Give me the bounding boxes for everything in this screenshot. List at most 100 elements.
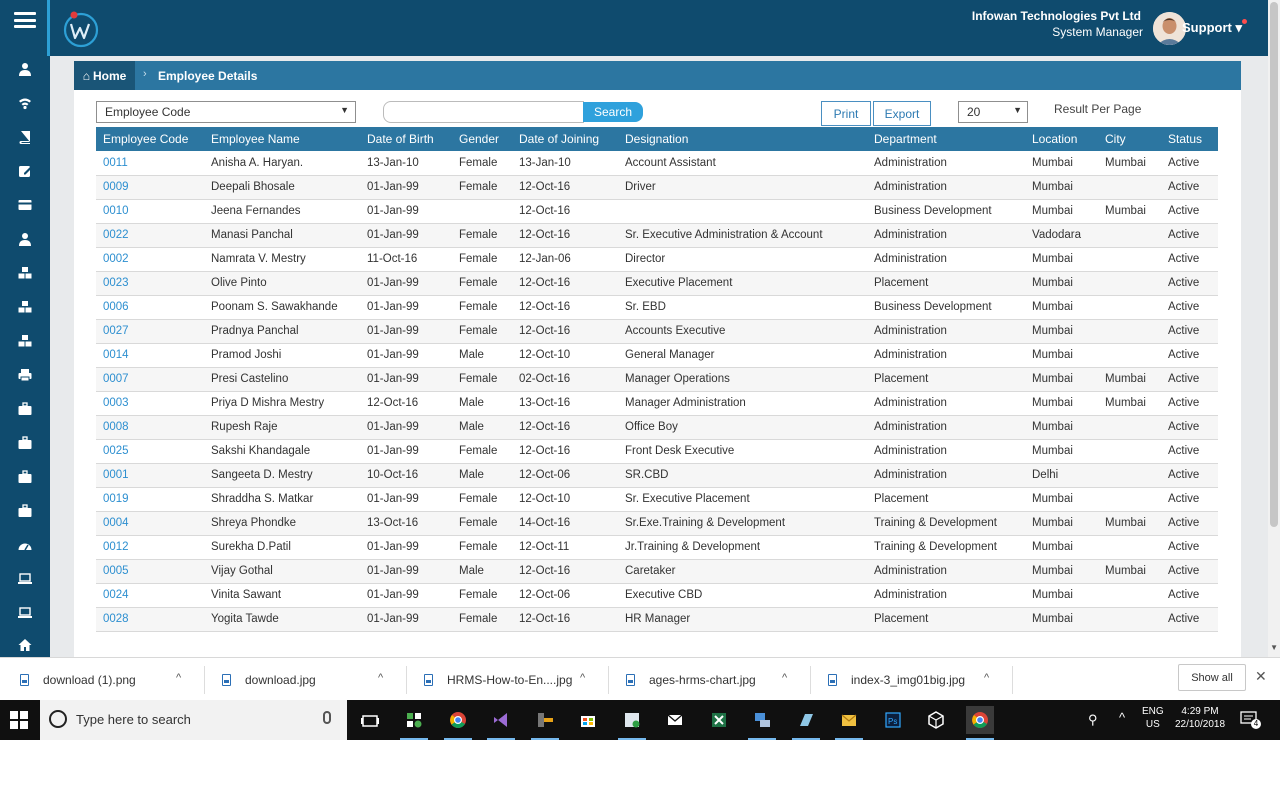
breadcrumb-home[interactable]: ⌂ Home — [74, 61, 135, 91]
table-row[interactable]: 0019 Shraddha S. Matkar 01-Jan-99 Female 12-… — [96, 487, 1218, 512]
chevron-up-icon[interactable]: ^ — [1119, 710, 1126, 725]
employee-code-link[interactable]: 0022 — [96, 223, 204, 248]
table-row[interactable]: 0025 Sakshi Khandagale 01-Jan-99 Female 12-O… — [96, 439, 1218, 464]
chevron-up-icon[interactable]: ^ — [782, 672, 788, 684]
hamburger-menu-icon[interactable] — [14, 12, 36, 28]
action-center-icon[interactable]: 4 — [1240, 710, 1261, 729]
table-row[interactable]: 0005 Vijay Gothal 01-Jan-99 Male 12-Oct-16 Ca… — [96, 559, 1218, 584]
task-view-icon[interactable] — [356, 706, 384, 734]
table-row[interactable]: 0011 Anisha A. Haryan. 13-Jan-10 Female 13-J… — [96, 151, 1218, 176]
column-header[interactable]: Location — [1025, 127, 1098, 151]
mail-icon[interactable] — [661, 706, 689, 734]
visual-studio-icon[interactable] — [487, 706, 515, 740]
employee-code-link[interactable]: 0023 — [96, 271, 204, 296]
table-row[interactable]: 0001 Sangeeta D. Mestry 10-Oct-16 Male 12-Oc… — [96, 463, 1218, 488]
briefcase-icon[interactable] — [17, 470, 33, 484]
language-indicator[interactable]: ENG US — [1142, 705, 1164, 731]
employee-code-link[interactable]: 0019 — [96, 487, 204, 512]
close-icon[interactable]: ✕ — [1255, 668, 1267, 684]
employee-code-link[interactable]: 0014 — [96, 343, 204, 368]
column-header[interactable]: City — [1098, 127, 1161, 151]
wifi-icon[interactable] — [17, 96, 33, 110]
column-header[interactable]: Designation — [618, 127, 867, 151]
table-row[interactable]: 0024 Vinita Sawant 01-Jan-99 Female 12-Oct-0… — [96, 583, 1218, 608]
employee-code-link[interactable]: 0008 — [96, 415, 204, 440]
photoshop-icon[interactable]: Ps — [879, 706, 907, 734]
column-header[interactable]: Date of Birth — [360, 127, 452, 151]
download-item[interactable]: ages-hrms-chart.jpg — [626, 658, 756, 701]
briefcase-icon[interactable] — [17, 402, 33, 416]
chevron-up-icon[interactable]: ^ — [984, 672, 990, 684]
scrollbar[interactable]: ▼ — [1268, 0, 1280, 657]
employee-code-link[interactable]: 0025 — [96, 439, 204, 464]
home-icon[interactable] — [17, 638, 33, 652]
employee-code-link[interactable]: 0027 — [96, 319, 204, 344]
column-header[interactable]: Status — [1161, 127, 1218, 151]
laptop-icon[interactable] — [17, 572, 33, 586]
per-page-select[interactable]: 20 ▼ — [958, 101, 1028, 123]
employee-code-link[interactable]: 0002 — [96, 247, 204, 272]
avatar[interactable] — [1153, 12, 1186, 45]
print-icon[interactable] — [17, 368, 33, 382]
table-row[interactable]: 0002 Namrata V. Mestry 11-Oct-16 Female 12-J… — [96, 247, 1218, 272]
column-header[interactable]: Employee Code — [96, 127, 204, 151]
download-item[interactable]: download (1).png — [20, 658, 136, 701]
tools-icon[interactable] — [531, 706, 559, 740]
employee-code-link[interactable]: 0010 — [96, 199, 204, 224]
filter-select[interactable]: Employee Code ▼ — [96, 101, 356, 123]
chevron-up-icon[interactable]: ^ — [176, 672, 182, 684]
chrome-active-icon[interactable] — [966, 706, 994, 740]
employee-code-link[interactable]: 0005 — [96, 559, 204, 584]
scroll-down-icon[interactable]: ▼ — [1270, 643, 1278, 652]
employee-code-link[interactable]: 0001 — [96, 463, 204, 488]
cubes-icon[interactable] — [17, 334, 33, 348]
column-header[interactable]: Gender — [452, 127, 512, 151]
download-item[interactable]: HRMS-How-to-En....jpg — [424, 658, 572, 701]
employee-code-link[interactable]: 0003 — [96, 391, 204, 416]
people-icon[interactable]: ⚲ — [1088, 712, 1098, 727]
search-button[interactable]: Search — [583, 102, 643, 122]
table-row[interactable]: 0028 Yogita Tawde 01-Jan-99 Female 12-Oct-16… — [96, 607, 1218, 632]
download-item[interactable]: index-3_img01big.jpg — [828, 658, 965, 701]
employee-code-link[interactable]: 0009 — [96, 175, 204, 200]
scrollbar-thumb[interactable] — [1270, 2, 1278, 527]
virtualbox-icon[interactable] — [922, 706, 950, 734]
employee-code-link[interactable]: 0028 — [96, 607, 204, 632]
store-icon[interactable] — [574, 706, 602, 734]
network-icon[interactable] — [748, 706, 776, 740]
spreadsheet-app-icon[interactable] — [618, 706, 646, 740]
column-header[interactable]: Date of Joining — [512, 127, 618, 151]
table-row[interactable]: 0008 Rupesh Raje 01-Jan-99 Male 12-Oct-16 Off… — [96, 415, 1218, 440]
employee-code-link[interactable]: 0011 — [96, 151, 204, 176]
windows-start-icon[interactable] — [10, 711, 28, 729]
edit-icon[interactable] — [17, 164, 33, 178]
employee-code-link[interactable]: 0007 — [96, 367, 204, 392]
microphone-icon[interactable] — [323, 711, 331, 724]
employee-code-link[interactable]: 0024 — [96, 583, 204, 608]
notes-icon[interactable] — [792, 706, 820, 740]
export-button[interactable]: Export — [873, 101, 931, 126]
briefcase-icon[interactable] — [17, 504, 33, 518]
chevron-up-icon[interactable]: ^ — [378, 672, 384, 684]
user-icon[interactable] — [17, 232, 33, 246]
table-row[interactable]: 0023 Olive Pinto 01-Jan-99 Female 12-Oct-16 E… — [96, 271, 1218, 296]
table-row[interactable]: 0004 Shreya Phondke 13-Oct-16 Female 14-Oct-… — [96, 511, 1218, 536]
table-row[interactable]: 0027 Pradnya Panchal 01-Jan-99 Female 12-Oct… — [96, 319, 1218, 344]
employee-code-link[interactable]: 0012 — [96, 535, 204, 560]
employee-code-link[interactable]: 0004 — [96, 511, 204, 536]
mail-app-icon[interactable] — [835, 706, 863, 740]
apps-icon[interactable] — [400, 706, 428, 740]
employee-code-link[interactable]: 0006 — [96, 295, 204, 320]
excel-icon[interactable] — [705, 706, 733, 734]
card-icon[interactable] — [17, 198, 33, 212]
table-row[interactable]: 0003 Priya D Mishra Mestry 12-Oct-16 Male 13… — [96, 391, 1218, 416]
column-header[interactable]: Employee Name — [204, 127, 360, 151]
table-row[interactable]: 0006 Poonam S. Sawakhande 01-Jan-99 Female 1… — [96, 295, 1218, 320]
table-row[interactable]: 0007 Presi Castelino 01-Jan-99 Female 02-Oct… — [96, 367, 1218, 392]
clock[interactable]: 4:29 PM 22/10/2018 — [1172, 705, 1228, 731]
user-menu[interactable]: Support ▾ — [1182, 20, 1242, 36]
table-row[interactable]: 0010 Jeena Fernandes 01-Jan-99 12-Oct-16 Bus… — [96, 199, 1218, 224]
table-row[interactable]: 0012 Surekha D.Patil 01-Jan-99 Female 12-Oct… — [96, 535, 1218, 560]
table-row[interactable]: 0022 Manasi Panchal 01-Jan-99 Female 12-Oct-… — [96, 223, 1218, 248]
briefcase-icon[interactable] — [17, 436, 33, 450]
